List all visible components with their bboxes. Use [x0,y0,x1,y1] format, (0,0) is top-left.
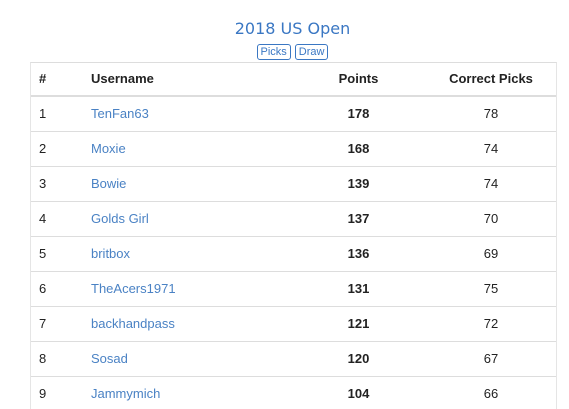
rank-cell: 6 [39,281,47,296]
username-link[interactable]: Bowie [91,176,127,191]
points-cell: 178 [347,106,370,121]
picks-link-button[interactable]: Picks [256,44,291,60]
rank-cell: 9 [39,386,47,401]
table-row: 6 TheAcers1971 131 75 [31,272,556,307]
username-link[interactable]: Jammymich [91,386,161,401]
column-header-correct-picks[interactable]: Correct Picks [449,71,533,86]
rank-cell: 7 [39,316,47,331]
username-link[interactable]: Sosad [91,351,128,366]
table-row: 5 britbox 136 69 [31,237,556,272]
points-cell: 137 [347,211,370,226]
points-cell: 120 [347,351,370,366]
username-cell: TenFan63 [91,97,149,131]
draw-link-button[interactable]: Draw [294,44,329,60]
column-header-username[interactable]: Username [91,71,154,86]
username-link[interactable]: Moxie [91,141,126,156]
username-link[interactable]: TheAcers1971 [91,281,176,296]
username-link[interactable]: TenFan63 [91,106,149,121]
table-row: 2 Moxie 168 74 [31,132,556,167]
username-cell: backhandpass [91,307,175,341]
table-row: 7 backhandpass 121 72 [31,307,556,342]
correct-picks-cell: 74 [483,141,499,156]
points-cell: 131 [347,281,370,296]
correct-picks-cell: 66 [483,386,499,401]
correct-picks-cell: 78 [483,106,499,121]
table-header-row: # Username Points Correct Picks [31,63,556,97]
correct-picks-cell: 67 [483,351,499,366]
points-cell: 104 [347,386,370,401]
table-body: 1 TenFan63 178 78 2 Moxie 168 74 3 Bowie 139 74 4 Gol… [31,97,556,409]
rank-cell: 5 [39,246,47,261]
username-cell: Golds Girl [91,202,149,236]
correct-picks-cell: 75 [483,281,499,296]
points-cell: 139 [347,176,370,191]
rank-cell: 1 [39,106,47,121]
username-cell: Jammymich [91,377,160,409]
rank-cell: 2 [39,141,47,156]
username-cell: Moxie [91,132,126,166]
correct-picks-cell: 69 [483,246,499,261]
username-cell: britbox [91,237,130,271]
rank-cell: 4 [39,211,47,226]
points-cell: 136 [347,246,370,261]
username-cell: TheAcers1971 [91,272,176,306]
column-header-points[interactable]: Points [338,71,379,86]
tournament-links: Picks Draw [0,44,569,60]
table-row: 4 Golds Girl 137 70 [31,202,556,237]
username-link[interactable]: backhandpass [91,316,175,331]
username-link[interactable]: britbox [91,246,131,261]
column-header-rank[interactable]: # [39,71,47,86]
page-title: 2018 US Open [234,19,351,38]
table-row: 9 Jammymich 104 66 [31,377,556,409]
table-row: 3 Bowie 139 74 [31,167,556,202]
leaderboard-table: # Username Points Correct Picks 1 TenFan6… [30,62,557,409]
username-cell: Bowie [91,167,126,201]
correct-picks-cell: 72 [483,316,499,331]
correct-picks-cell: 74 [483,176,499,191]
table-row: 1 TenFan63 178 78 [31,97,556,132]
rank-cell: 3 [39,176,47,191]
points-cell: 121 [347,316,370,331]
rank-cell: 8 [39,351,47,366]
points-cell: 168 [347,141,370,156]
correct-picks-cell: 70 [483,211,499,226]
username-link[interactable]: Golds Girl [91,211,149,226]
username-cell: Sosad [91,342,128,376]
table-row: 8 Sosad 120 67 [31,342,556,377]
